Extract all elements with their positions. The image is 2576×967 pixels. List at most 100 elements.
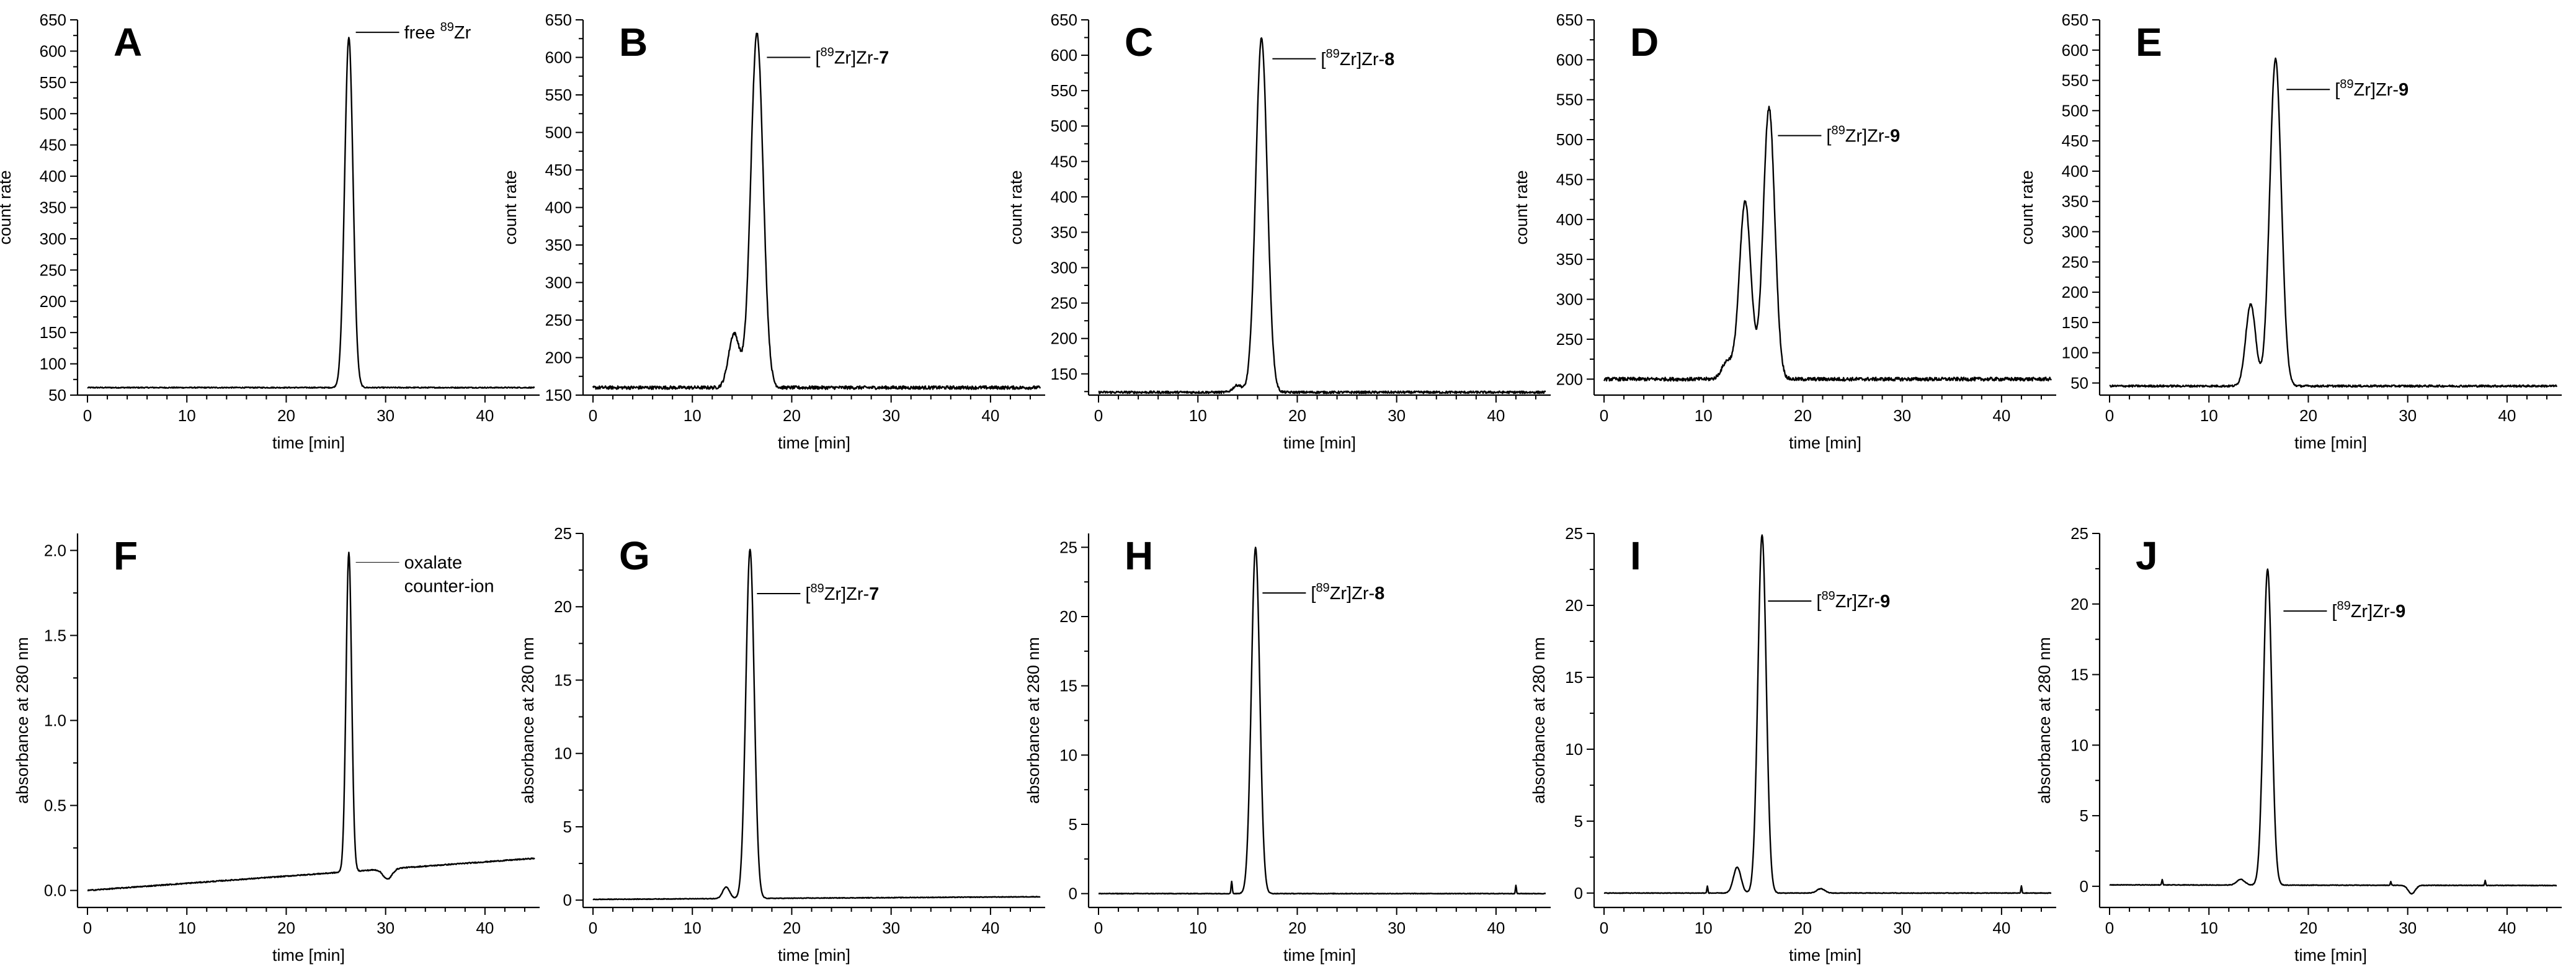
y-tick-label: 100: [2062, 344, 2088, 362]
legend-superscript: 89: [440, 20, 454, 34]
y-tick-label: 500: [1051, 117, 1077, 135]
y-tick-label: 5: [563, 818, 572, 836]
x-tick-label: 20: [783, 919, 801, 937]
legend-prefix: [: [2332, 602, 2337, 622]
panel-f: 0 10 20 30 40 0.0 0.5 1.0 1.5 2.0 time [min] absorb…: [13, 533, 540, 965]
y-tick-label: 650: [545, 11, 572, 29]
y-tick-label: 350: [1051, 223, 1077, 241]
y-axis-title: absorbance at 280 nm: [1530, 637, 1548, 804]
y-tick-label: 50: [48, 386, 66, 404]
legend-main: Zr]Zr-: [1340, 50, 1384, 69]
y-tick-label: 200: [40, 292, 66, 311]
legend-prefix: oxalate: [404, 553, 463, 573]
y-tick-label: 600: [1556, 50, 1583, 69]
y-tick-label: 500: [545, 123, 572, 142]
y-tick-label: 15: [554, 671, 572, 689]
y-tick-label: 0: [1069, 885, 1077, 903]
y-tick-label: 10: [1565, 740, 1583, 759]
y-tick-label: 250: [545, 311, 572, 329]
legend-superscript: 89: [2337, 599, 2350, 613]
legend-label: [89Zr]Zr-8: [1311, 581, 1384, 604]
y-tick-label: 450: [545, 161, 572, 179]
x-tick-label: 40: [2498, 919, 2516, 937]
x-tick-label: 20: [1794, 919, 1812, 937]
x-tick-label: 0: [2105, 919, 2114, 937]
legend-label: [89Zr]Zr-7: [815, 46, 889, 68]
x-tick-label: 20: [277, 406, 295, 425]
chromatogram-trace: [2109, 57, 2558, 388]
legend-compound-number: 9: [2396, 602, 2405, 622]
y-tick-label: 450: [1051, 152, 1077, 171]
legend-superscript: 89: [1821, 589, 1835, 603]
y-tick-label: 400: [2062, 162, 2088, 180]
x-axis-title: time [min]: [1789, 946, 1861, 965]
chromatogram-trace: [1098, 546, 1546, 895]
y-tick-label: 50: [2070, 373, 2088, 392]
y-axis-title: count rate: [1512, 170, 1531, 244]
legend-main: Zr]Zr-: [1845, 127, 1890, 146]
legend-main: Zr: [454, 23, 471, 43]
y-tick-label: 650: [40, 11, 66, 29]
x-tick-label: 10: [2200, 406, 2218, 425]
legend-compound-number: 8: [1384, 50, 1394, 69]
y-axis-title: absorbance at 280 nm: [1024, 637, 1043, 804]
y-tick-label: 1.0: [44, 711, 66, 730]
x-tick-label: 20: [783, 406, 801, 425]
legend-prefix: [: [1311, 584, 1316, 604]
y-tick-label: 20: [2070, 595, 2088, 613]
y-tick-label: 500: [1556, 130, 1583, 149]
panel-j: 0 10 20 30 40 0 5 10 15 20 25 time [min] absorbance …: [2035, 524, 2562, 965]
x-tick-label: 40: [1992, 919, 2010, 937]
x-tick-label: 30: [882, 406, 900, 425]
panel-letter: B: [619, 20, 648, 65]
panel-i: 0 10 20 30 40 0 5 10 15 20 25 time [min] absorbance …: [1530, 524, 2056, 965]
x-axis-title: time [min]: [272, 946, 345, 965]
x-tick-label: 20: [2299, 919, 2317, 937]
y-tick-label: 5: [2080, 806, 2088, 825]
y-tick-label: 550: [1051, 81, 1077, 100]
x-tick-label: 20: [277, 919, 295, 937]
y-tick-label: 400: [1051, 187, 1077, 206]
panel-letter: H: [1125, 533, 1153, 578]
panel-letter: J: [2136, 533, 2158, 578]
legend-label: [89Zr]Zr-9: [1816, 589, 1890, 612]
chromatogram-trace: [87, 37, 535, 389]
legend-superscript: 89: [1316, 581, 1329, 595]
x-tick-label: 0: [589, 406, 597, 425]
legend-prefix: [: [2335, 80, 2340, 100]
x-tick-label: 0: [1600, 919, 1608, 937]
x-tick-label: 30: [377, 919, 394, 937]
chromatogram-trace: [87, 551, 535, 891]
y-tick-label: 500: [40, 104, 66, 123]
legend-prefix: [: [1321, 50, 1326, 69]
y-tick-label: 10: [554, 744, 572, 763]
x-tick-label: 30: [2399, 406, 2417, 425]
y-axis-title: absorbance at 280 nm: [519, 637, 537, 804]
x-tick-label: 40: [981, 406, 999, 425]
y-tick-label: 150: [545, 386, 572, 404]
y-tick-label: 300: [1051, 259, 1077, 277]
panel-d: 0 10 20 30 40 200 250 300 350 400 450 500 550 600 650 t…: [1512, 11, 2056, 452]
legend-superscript: 89: [1326, 47, 1339, 61]
x-tick-label: 0: [1094, 406, 1103, 425]
y-axis-title: count rate: [1007, 170, 1025, 244]
x-tick-label: 40: [476, 919, 494, 937]
y-tick-label: 0.0: [44, 881, 66, 900]
y-tick-label: 5: [1069, 815, 1077, 834]
x-tick-label: 10: [684, 406, 702, 425]
y-axis-title: absorbance at 280 nm: [2035, 637, 2054, 804]
x-tick-label: 0: [589, 919, 597, 937]
y-tick-label: 350: [2062, 192, 2088, 211]
y-tick-label: 10: [1059, 746, 1077, 764]
y-tick-label: 350: [545, 236, 572, 254]
panel-letter: F: [114, 533, 138, 578]
x-axis-title: time [min]: [1283, 434, 1356, 452]
chromatogram-trace: [2109, 568, 2557, 895]
y-tick-label: 0: [563, 891, 572, 909]
panel-b: 0 10 20 30 40 150 200 250 300 350 400 450 500 550 600 6…: [501, 11, 1045, 452]
x-axis-title: time [min]: [2294, 946, 2367, 965]
y-tick-label: 15: [1059, 677, 1077, 695]
chromatogram-trace: [1603, 105, 2052, 382]
legend-prefix: [: [1826, 127, 1831, 146]
